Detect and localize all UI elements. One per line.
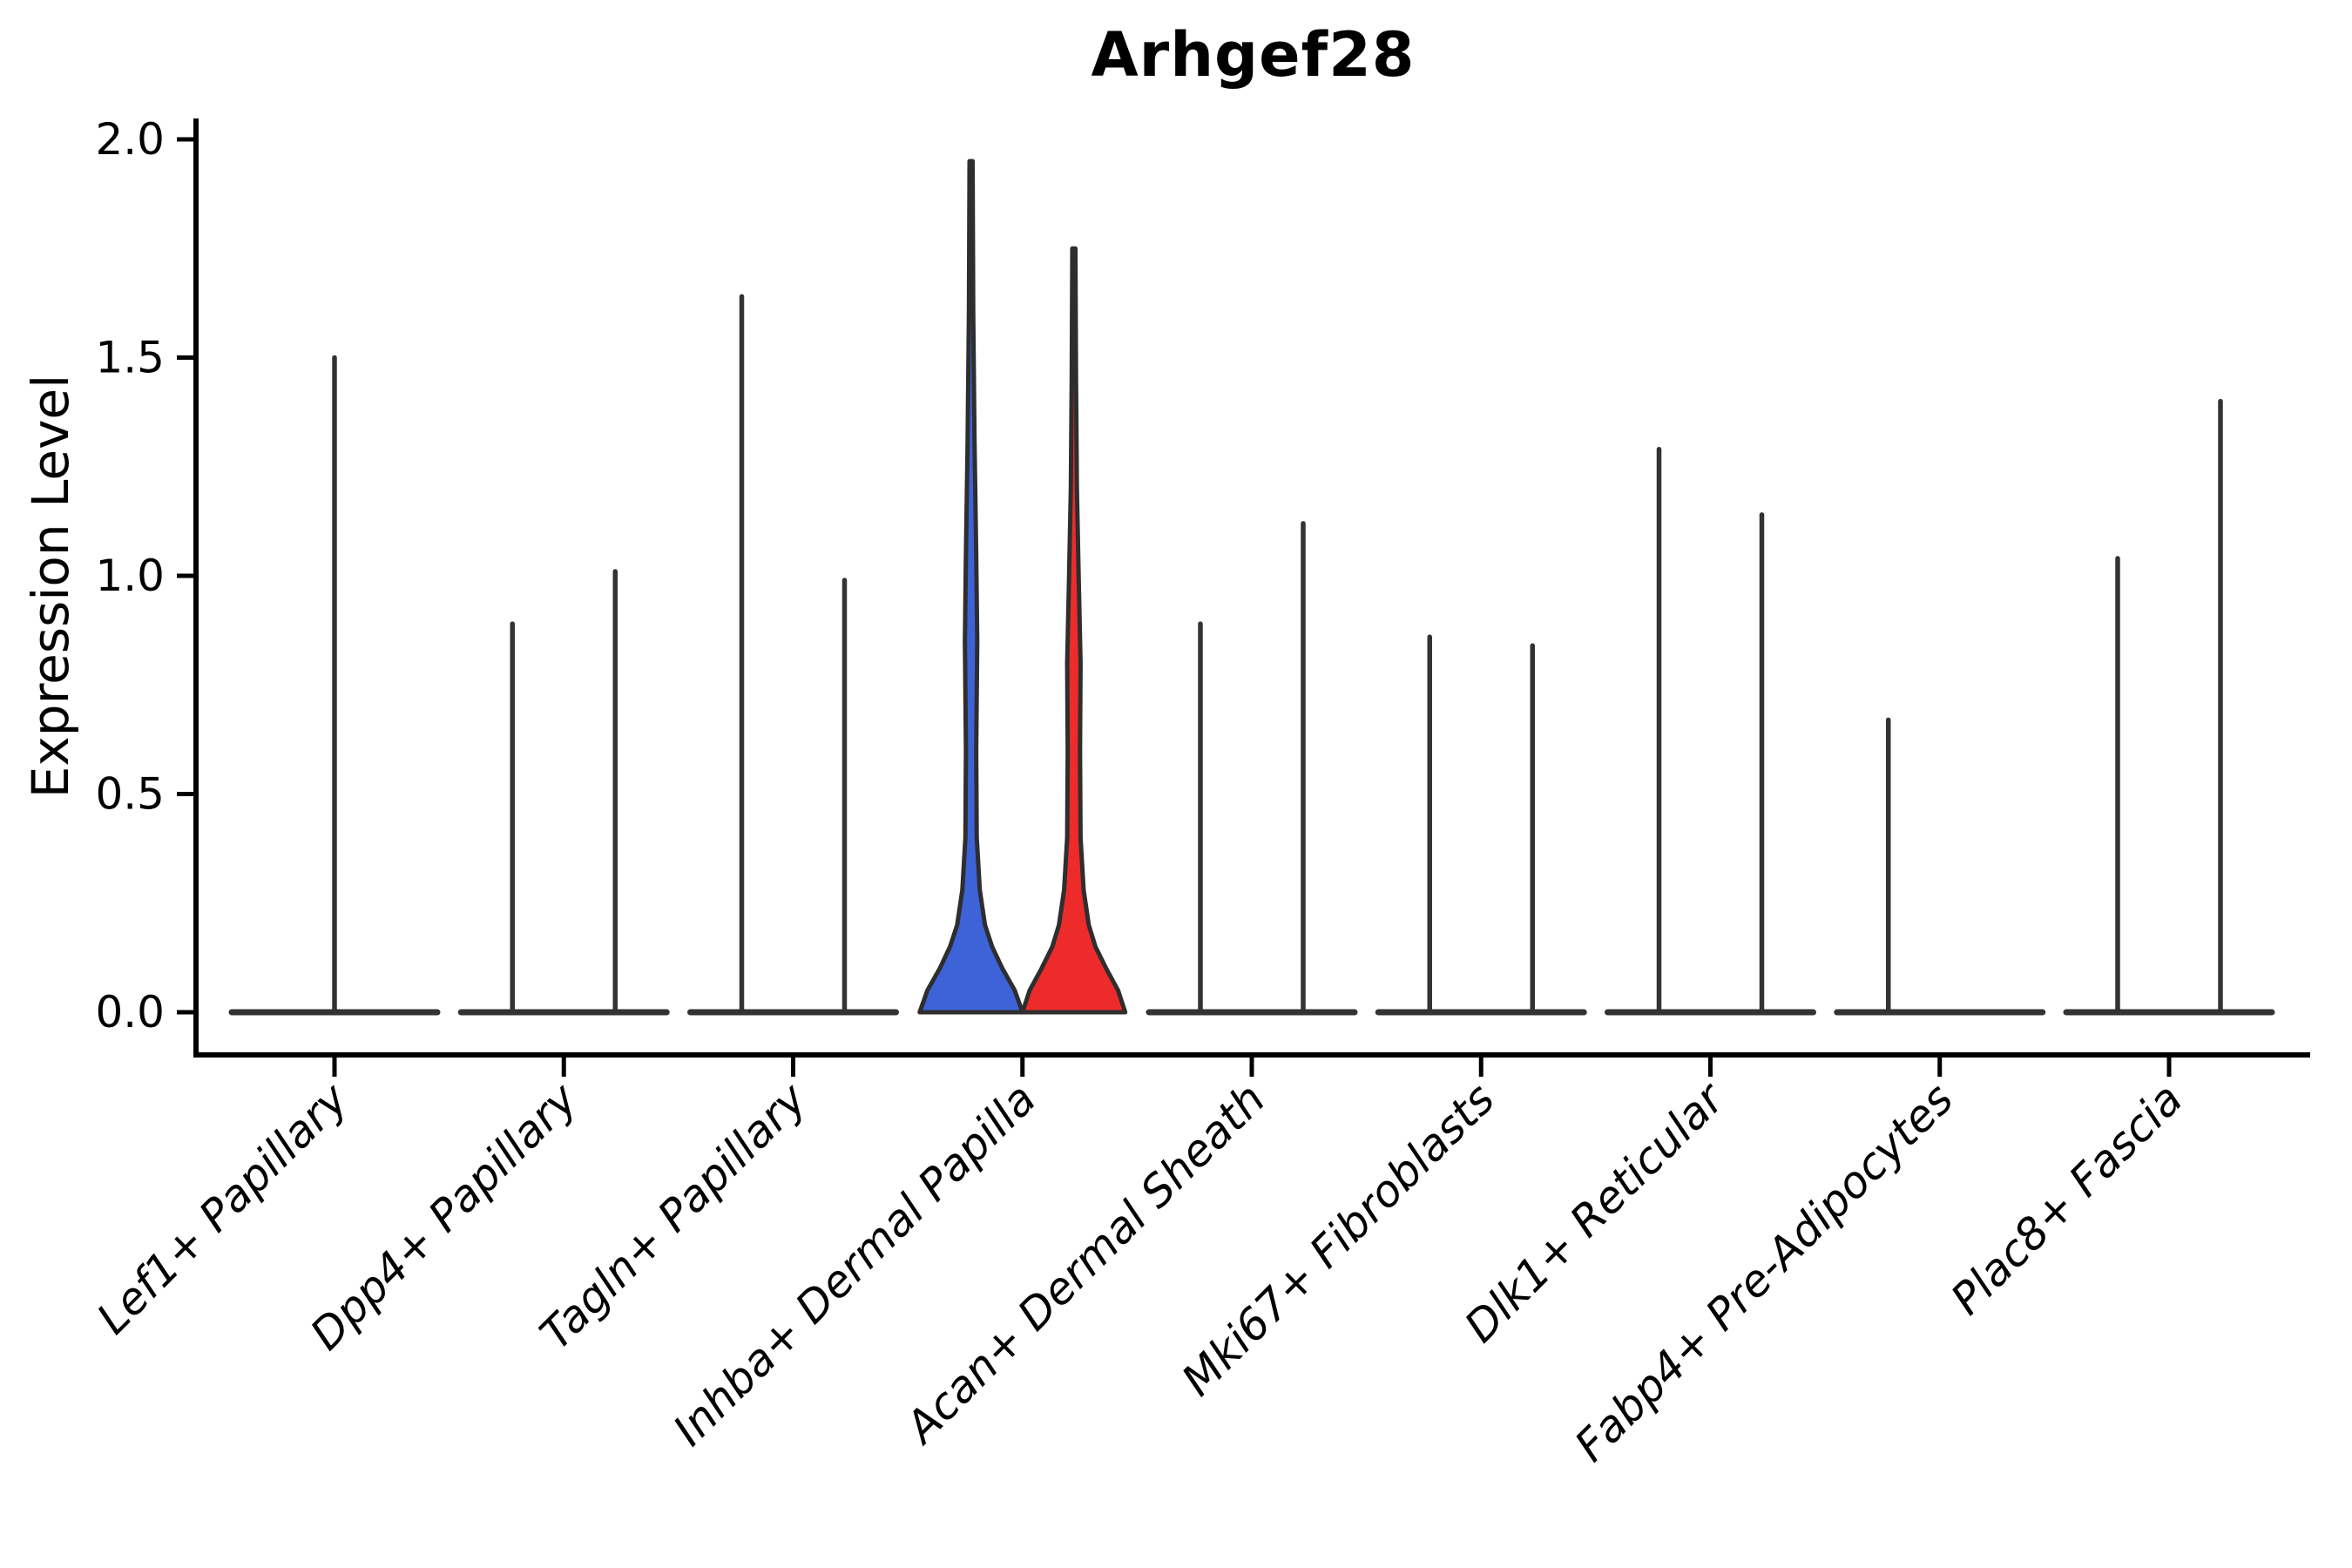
violin-blue	[917, 159, 1025, 1015]
x-category-label: Inhba+ Dermal Papilla	[664, 1073, 1045, 1455]
y-tick-label: 0.0	[95, 987, 165, 1037]
x-category-label: Plac8+ Fascia	[1942, 1073, 2193, 1324]
y-tick-label: 0.5	[95, 769, 165, 820]
x-category-label: Acan+ Dermal Sheath	[895, 1073, 1275, 1454]
y-tick-label: 1.0	[95, 551, 165, 601]
y-tick-label: 1.5	[95, 333, 165, 383]
y-tick-label: 2.0	[95, 114, 165, 165]
plot-title: Arhgef28	[1091, 19, 1416, 91]
x-category-label: Lef1+ Papillary	[87, 1072, 358, 1343]
x-category-label: Fabp4+ Pre-Adipocytes	[1565, 1073, 1963, 1471]
violin-red	[1020, 246, 1128, 1015]
